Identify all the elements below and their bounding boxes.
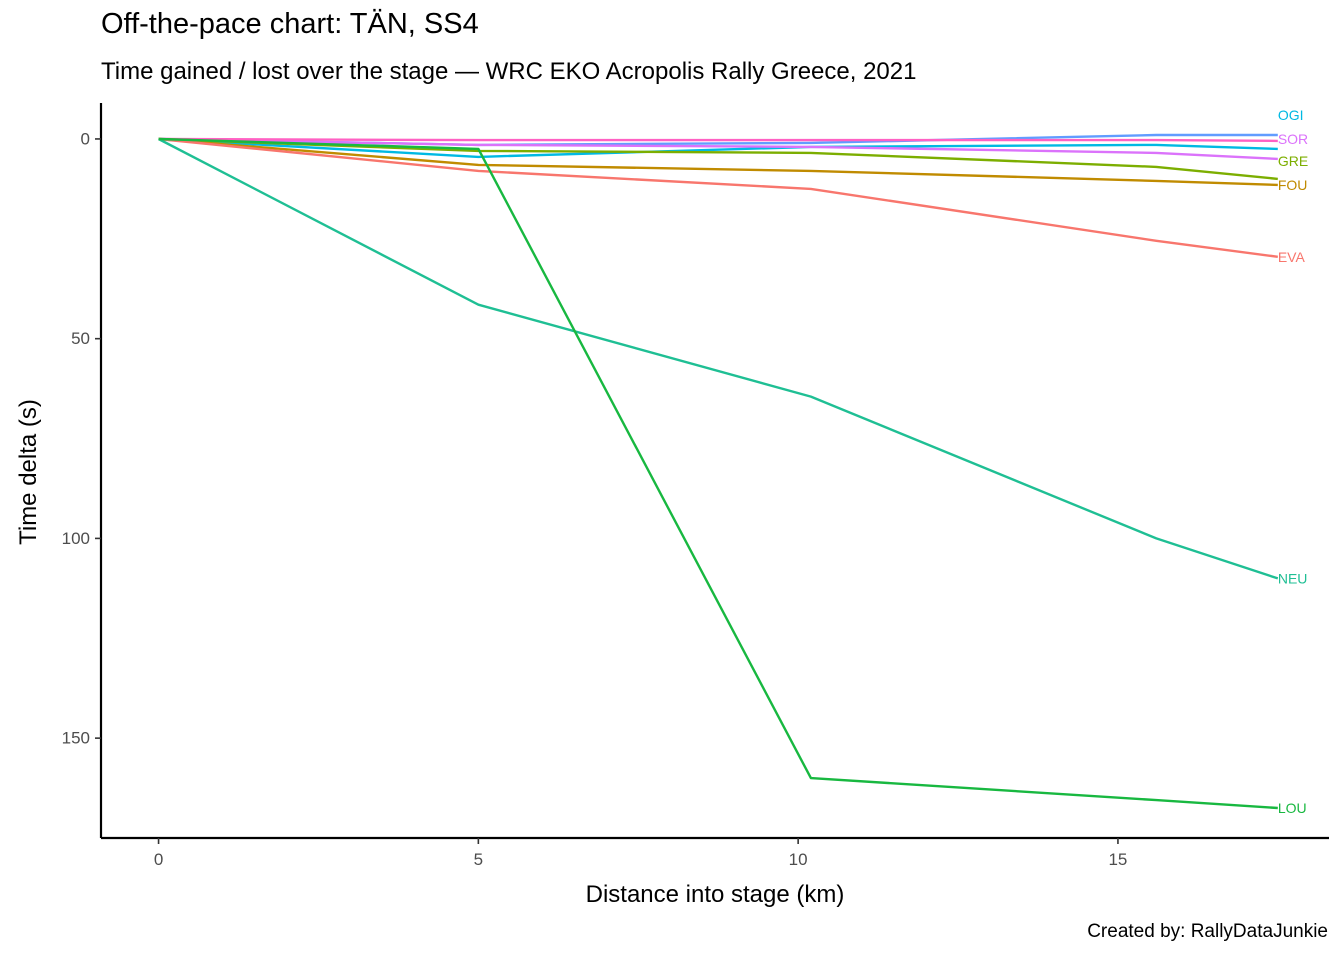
y-tick-label: 0	[81, 129, 90, 148]
series-line-lou	[158, 137, 1278, 810]
y-tick-label: 100	[62, 529, 90, 548]
chart-caption: Created by: RallyDataJunkie	[1087, 921, 1328, 942]
x-axis-title: Distance into stage (km)	[586, 881, 845, 908]
series-label-gre: GRE	[1278, 153, 1308, 169]
series-line-neu	[158, 137, 1279, 580]
series-line-eva	[158, 137, 1278, 258]
y-tick-label: 50	[71, 329, 90, 348]
series-label-neu: NEU	[1278, 570, 1308, 586]
series-label-lou: LOU	[1278, 800, 1307, 816]
x-tick-label: 10	[789, 850, 808, 869]
series-line-gre	[158, 137, 1278, 181]
series-line-fou	[158, 137, 1278, 187]
chart-title: Off-the-pace chart: TÄN, SS4	[101, 8, 479, 40]
series-layer	[158, 133, 1279, 810]
x-tick-label: 5	[474, 850, 483, 869]
y-axis-title: Time delta (s)	[15, 399, 42, 545]
chart-subtitle: Time gained / lost over the stage — WRC …	[101, 58, 917, 85]
x-tick-label: 15	[1108, 850, 1127, 869]
x-tick-label: 0	[154, 850, 163, 869]
end-labels-layer: OGI SOR GRE FOU EVA NEU LOU	[1278, 107, 1308, 816]
series-label-eva: EVA	[1278, 249, 1306, 265]
series-label-sor: SOR	[1278, 131, 1308, 147]
series-label-ogi: OGI	[1278, 107, 1304, 123]
y-tick-label: 150	[62, 729, 90, 748]
series-line-unlabelled-3	[158, 137, 1278, 143]
series-line-sor	[158, 137, 1278, 161]
series-label-fou: FOU	[1278, 177, 1308, 193]
